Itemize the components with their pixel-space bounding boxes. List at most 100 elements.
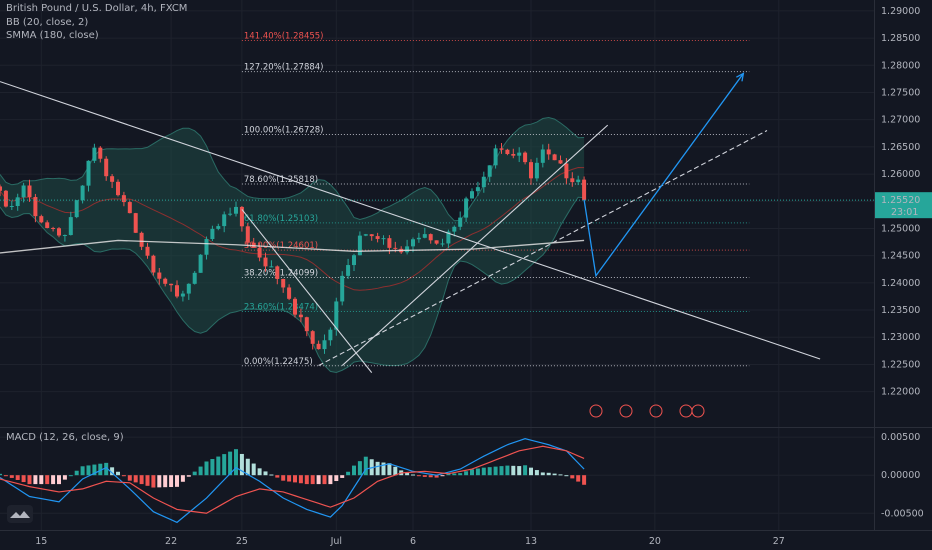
candle-body-34 [198,254,203,273]
fib-level-label-0: 141.40%(1.28455) [244,32,324,42]
candle-body-98 [576,179,581,183]
trendline-0 [0,81,821,360]
macd-histogram-bar-29 [169,475,174,488]
macd-histogram-bar-32 [186,475,191,477]
candle-body-28 [163,278,168,284]
logo-icon [7,505,33,523]
price-axis-label-11: 1.23500 [881,305,920,316]
macd-histogram-bar-31 [180,475,185,482]
macd-histogram-bar-21 [121,475,126,477]
candle-body-82 [481,176,486,188]
time-axis-label-4: 6 [410,536,416,547]
candle-body-21 [121,195,126,203]
macd-histogram-bar-52 [304,475,309,485]
candle-body-85 [499,148,504,150]
macd-histogram-bar-15 [86,465,91,476]
candle-body-35 [204,239,209,255]
candle-body-79 [464,198,469,218]
macd-histogram-bar-33 [192,471,197,476]
candle-body-27 [157,272,162,279]
candle-body-52 [304,317,309,332]
candle-body-15 [86,160,91,186]
candle-body-99 [582,179,587,201]
candle-body-57 [334,301,339,330]
candle-body-24 [139,232,144,247]
candle-body-60 [352,255,356,266]
candle-body-51 [298,314,303,318]
fib-level-label-8: 0.00%(1.22475) [244,357,313,367]
macd-histogram-bar-99 [582,475,587,485]
candle-body-53 [310,331,315,344]
candle-body-20 [116,181,120,196]
macd-histogram-bar-27 [157,475,162,488]
macd-histogram-bar-54 [316,475,321,485]
fib-level-label-4: 61.80%(1.25103) [244,214,318,224]
bar-timer-label: 23:01 [891,207,918,218]
macd-histogram-bar-4 [21,475,26,483]
macd-axis-label-2: -0.00500 [881,508,924,519]
candle-body-70 [411,239,415,247]
candle-body-2 [9,206,14,208]
macd-histogram-bar-74 [434,475,439,478]
bb-indicator-label: BB (20, close, 2) [6,17,89,28]
macd-histogram-bar-2 [9,475,14,478]
candle-body-75 [440,243,445,245]
macd-histogram-bar-60 [352,465,356,476]
macd-histogram-bar-42 [245,458,250,476]
macd-histogram-bar-97 [570,475,575,479]
candle-body-26 [151,255,156,273]
macd-histogram-bar-10 [57,475,61,485]
candle-body-9 [51,227,56,229]
macd-axis-label-1: 0.00000 [881,470,920,481]
candle-body-61 [357,235,362,256]
candle-body-10 [57,228,61,236]
candle-body-47 [275,266,280,279]
candle-body-91 [534,162,539,179]
candle-body-14 [80,185,85,201]
candle-body-55 [322,340,327,350]
bollinger-band-fill [0,117,585,373]
macd-histogram-bar-98 [576,475,581,482]
candle-body-31 [180,293,185,297]
candle-body-54 [316,343,321,350]
macd-histogram-bar-48 [281,475,286,481]
time-axis-label-6: 20 [649,536,661,547]
candle-body-41 [239,206,244,227]
macd-histogram-bar-58 [340,475,345,478]
macd-histogram-bar-3 [15,475,20,480]
macd-signal-line [0,445,585,514]
trendline-3 [318,130,768,367]
time-axis-label-7: 27 [773,536,785,547]
bollinger-lower-line [0,196,585,374]
candle-body-69 [405,246,410,253]
candle-body-81 [475,187,480,192]
macd-histogram-bar-37 [216,456,221,476]
candle-body-23 [133,213,138,233]
projection-path [583,73,744,278]
fib-level-label-1: 127.20%(1.27884) [244,63,324,73]
macd-histogram-bar-47 [275,475,280,478]
candle-body-92 [540,149,545,163]
macd-histogram-bar-94 [552,473,557,476]
bollinger-upper-line [0,117,585,222]
macd-histogram-bar-39 [228,451,233,476]
macd-histogram-bar-77 [452,473,457,476]
price-axis-label-0: 1.29000 [881,6,920,17]
price-axis-label-12: 1.23000 [881,332,920,343]
candle-body-56 [328,329,333,341]
candle-body-67 [393,247,398,249]
candle-body-84 [493,148,498,166]
trendline-2 [341,124,609,366]
macd-histogram-bar-80 [470,469,474,476]
candle-body-59 [346,265,351,276]
smma-indicator-label: SMMA (180, close) [6,30,99,41]
macd-histogram-bar-92 [540,472,545,476]
event-marker-0 [589,404,603,418]
macd-histogram-bar-13 [74,470,79,476]
macd-histogram-bar-12 [68,475,73,477]
macd-histogram-bar-45 [263,471,268,476]
candle-body-7 [39,216,44,223]
macd-histogram-bar-9 [51,475,56,485]
